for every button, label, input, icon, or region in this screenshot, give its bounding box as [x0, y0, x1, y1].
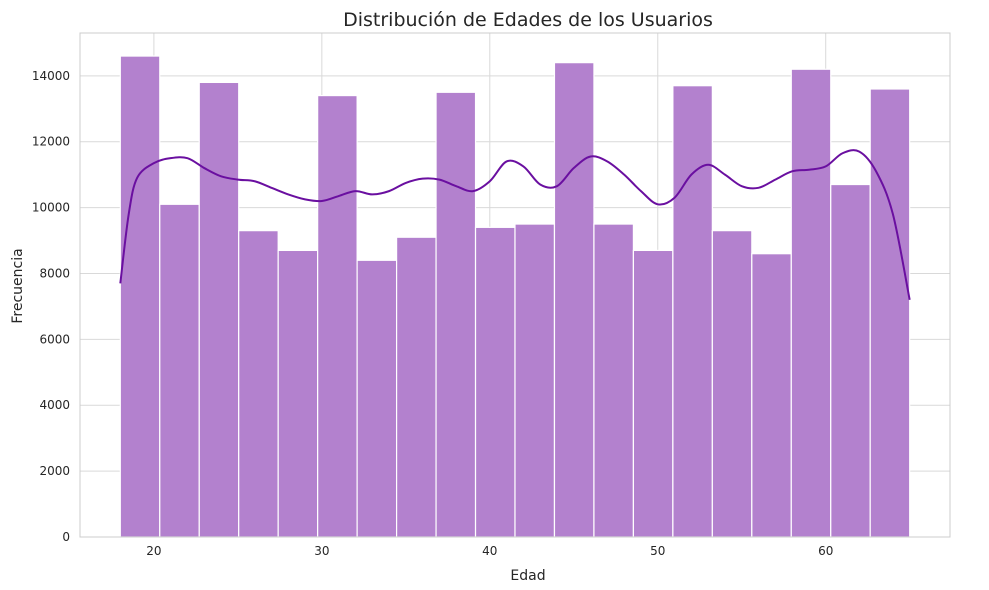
histogram-bar — [317, 94, 358, 538]
histogram-bar — [435, 91, 477, 538]
histogram-bar — [395, 236, 437, 538]
histogram-bar — [790, 68, 832, 538]
x-tick-label: 40 — [482, 544, 497, 558]
x-axis-label: Edad — [510, 568, 545, 584]
y-tick-label: 4000 — [39, 398, 70, 412]
histogram-bar — [553, 62, 595, 538]
y-tick-label: 6000 — [39, 332, 70, 346]
histogram-bar — [119, 55, 161, 538]
histogram-bar — [632, 249, 674, 538]
histogram-bar — [514, 223, 556, 538]
histogram-bar — [751, 253, 792, 538]
x-tick-label: 50 — [650, 544, 665, 558]
y-tick-label: 0 — [62, 530, 70, 544]
histogram-bar — [830, 183, 871, 538]
x-tick-label: 60 — [818, 544, 833, 558]
plot-frame — [79, 32, 951, 538]
kde-curve — [119, 149, 911, 301]
x-tick-labels: 20 30 40 50 60 — [146, 544, 833, 558]
y-tick-label: 10000 — [32, 201, 70, 215]
histogram-bar — [869, 88, 911, 538]
kde-curve-group — [119, 149, 911, 301]
chart-title: Distribución de Edades de los Usuarios — [343, 9, 713, 31]
histogram-bar — [711, 230, 753, 538]
histogram-bar — [593, 223, 635, 538]
histogram-bars — [119, 55, 911, 538]
y-tick-labels: 0 2000 4000 6000 8000 10000 12000 14000 — [32, 69, 70, 544]
x-tick-label: 30 — [314, 544, 329, 558]
y-tick-label: 2000 — [39, 464, 70, 478]
y-tick-label: 12000 — [32, 135, 70, 149]
histogram-bar — [474, 226, 516, 538]
histogram-bar — [198, 81, 240, 538]
histogram-bar — [159, 203, 200, 538]
histogram-bar — [672, 85, 713, 538]
x-tick-label: 20 — [146, 544, 161, 558]
histogram-bar — [356, 259, 398, 538]
histogram-bar — [277, 249, 319, 538]
histogram-bar — [238, 230, 279, 538]
y-axis-label: Frecuencia — [10, 248, 26, 323]
y-tick-label: 8000 — [39, 266, 70, 280]
y-tick-label: 14000 — [32, 69, 70, 83]
